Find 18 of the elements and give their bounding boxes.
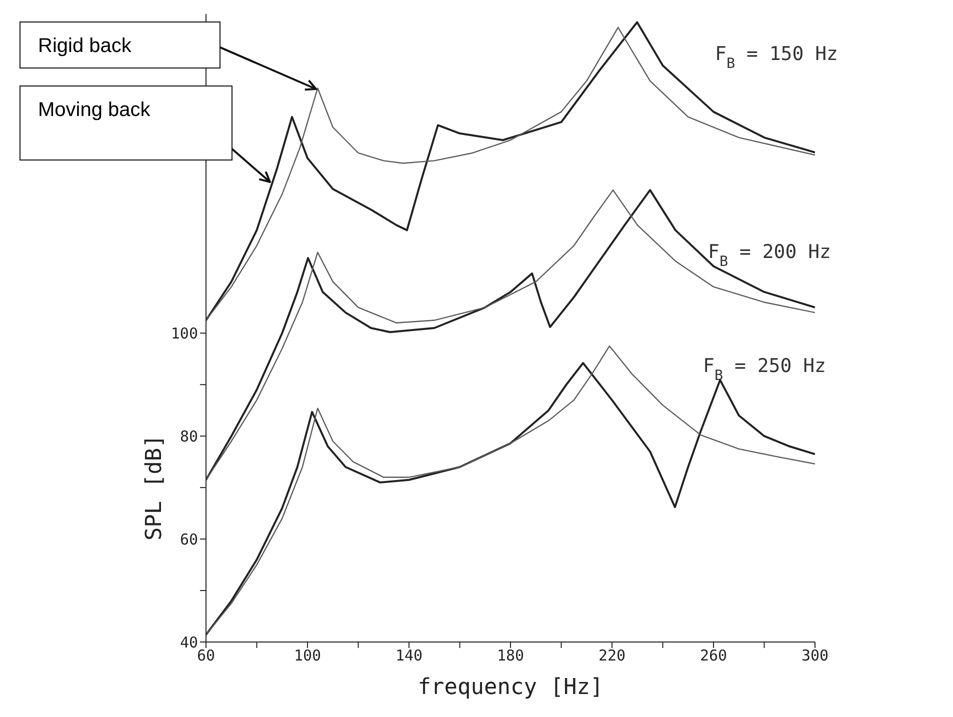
x-tick-label: 220 <box>598 646 626 665</box>
y-tick-label: 80 <box>180 427 198 446</box>
text: Moving back <box>38 99 152 121</box>
y-tick-label: 60 <box>180 530 198 548</box>
x-tick-label: 180 <box>496 646 524 665</box>
x-tick-label: 300 <box>801 646 829 665</box>
x-tick-label: 140 <box>395 646 423 665</box>
annotation: F$_{B}$ = 200 Hz <box>708 241 831 270</box>
annotation: F$_{B}$ = 250 Hz <box>703 355 826 384</box>
x-tick-label: 60 <box>196 646 216 665</box>
y-tick-label: 40 <box>180 633 198 652</box>
x-tick-label: 100 <box>294 646 322 665</box>
x-axis-title: frequency [Hz] <box>418 675 604 700</box>
text: Rigid back <box>38 35 132 57</box>
y-tick-label: 100 <box>170 324 198 342</box>
y-axis-title: SPL [dB] <box>142 434 167 541</box>
x-tick-label: 260 <box>700 646 728 665</box>
annotation: F$_{B}$ = 150 Hz <box>715 43 838 72</box>
